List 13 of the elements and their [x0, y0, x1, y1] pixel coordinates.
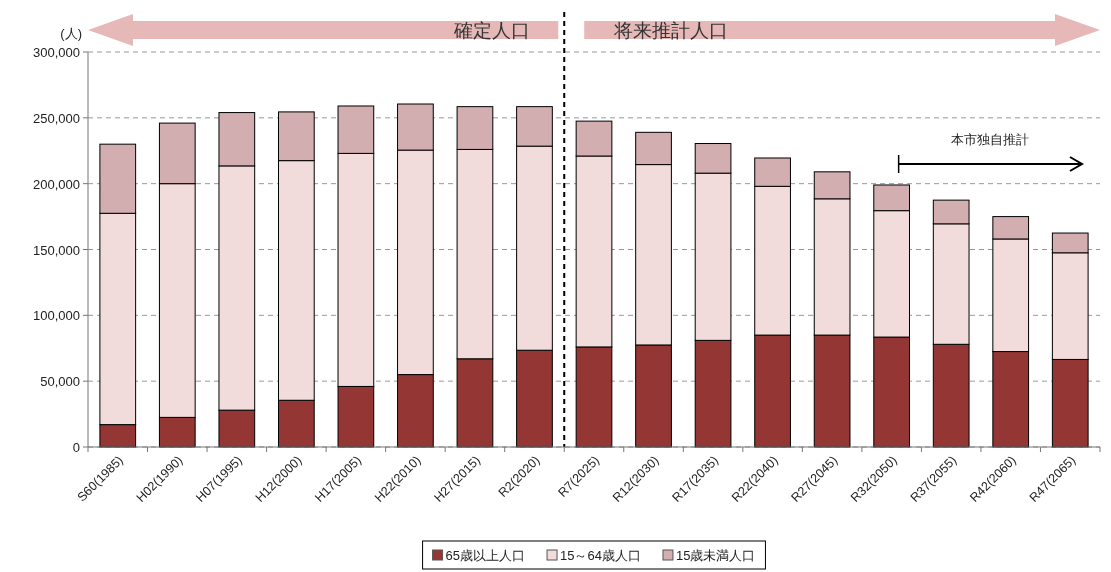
y-tick-label: 250,000: [33, 110, 80, 126]
y-tick-label: 300,000: [33, 45, 80, 60]
y-tick-label: 50,000: [40, 374, 80, 390]
y-axis-title: (人): [60, 26, 82, 41]
annotation: 本市独自推計: [951, 132, 1030, 147]
y-tick-label: 0: [72, 440, 80, 455]
y-tick-label: 100,000: [33, 308, 80, 324]
annotation: 本市独自推計: [897, 132, 1084, 174]
y-tick-label: 150,000: [33, 242, 80, 258]
y-tick-label: 200,000: [33, 176, 80, 192]
legend-label: 65歳以上人口: [445, 548, 526, 563]
legend-label: 15歳未満人口: [675, 548, 756, 563]
legend-label: 15～64歳人口: [560, 548, 641, 563]
